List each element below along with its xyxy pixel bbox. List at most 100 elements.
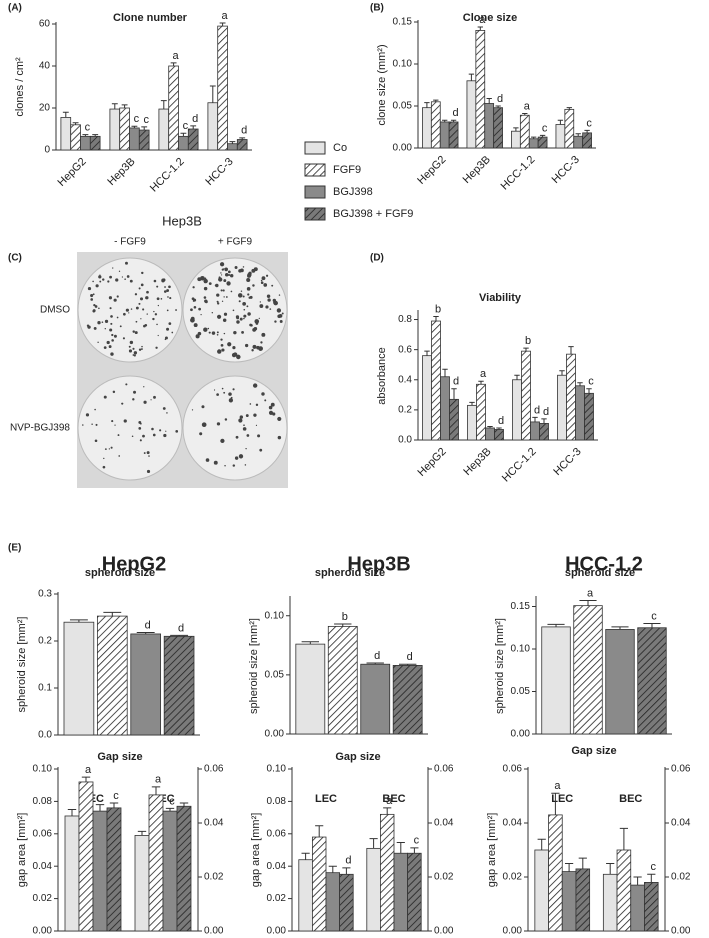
panel-label: (B) — [370, 3, 384, 14]
colony — [198, 307, 201, 311]
column-label: - FGF9 — [114, 237, 146, 248]
panel-label: (C) — [8, 253, 22, 264]
colony — [200, 275, 205, 281]
bar — [360, 663, 391, 735]
bar — [64, 815, 80, 932]
bar — [311, 836, 327, 932]
colony — [154, 313, 158, 316]
bar — [521, 350, 531, 441]
colony — [218, 276, 221, 279]
bar — [439, 121, 450, 149]
colony — [247, 312, 251, 316]
colony — [245, 414, 249, 417]
bar — [530, 421, 540, 441]
significance-label: d — [498, 415, 504, 427]
significance-label: d — [345, 855, 351, 867]
y-tick-label: 0.0 — [38, 730, 52, 741]
colony — [135, 320, 138, 323]
significance-label: d — [145, 619, 151, 631]
legend-label: Co — [333, 142, 347, 154]
colony — [143, 452, 146, 455]
colony — [190, 308, 193, 312]
colony — [245, 447, 247, 450]
error-bar — [92, 134, 99, 137]
colony — [119, 325, 122, 328]
y-tick-label: 0.2 — [38, 636, 52, 647]
error-bar — [522, 113, 528, 116]
error-bar — [451, 388, 457, 400]
bar — [561, 871, 577, 932]
y-axis-label: gap area [mm²] — [486, 813, 498, 888]
colony — [242, 301, 246, 306]
bar — [327, 625, 358, 735]
colony — [276, 308, 282, 313]
colony — [138, 302, 141, 305]
legend-swatch — [304, 207, 326, 221]
colony — [224, 465, 226, 467]
colony — [152, 317, 155, 321]
colony — [155, 346, 158, 349]
colony — [216, 331, 219, 334]
colony — [138, 287, 141, 290]
error-bar — [180, 132, 187, 137]
bar — [534, 849, 549, 932]
colony — [208, 331, 211, 334]
bar — [422, 107, 432, 149]
error-bar — [151, 786, 161, 795]
bar — [582, 132, 592, 149]
colony — [108, 345, 112, 348]
error-bar — [121, 104, 128, 108]
colony — [216, 314, 222, 319]
error-bar — [557, 119, 564, 125]
error-bar — [81, 776, 91, 782]
y-axis-label: absorbance — [376, 347, 388, 405]
y-tick-label: 0.00 — [503, 926, 523, 937]
colony — [94, 408, 96, 411]
chart-title: spheroid size — [565, 567, 635, 579]
colony — [223, 391, 226, 394]
error-bar — [170, 62, 177, 66]
colony — [128, 345, 131, 348]
colony — [132, 330, 135, 333]
significance-label: d — [241, 125, 247, 137]
error-bar — [442, 119, 448, 122]
bar — [178, 135, 189, 151]
chart-title: Gap size — [571, 745, 616, 757]
colony — [116, 316, 119, 319]
colony — [253, 327, 258, 331]
colony — [124, 278, 126, 280]
error-bar — [239, 137, 246, 140]
colony — [129, 279, 133, 283]
error-bar — [564, 863, 574, 872]
error-bar — [513, 127, 519, 132]
x-tick-label: HCC-3 — [551, 446, 583, 478]
colony — [236, 354, 241, 360]
significance-label: d — [407, 651, 413, 663]
error-bar — [328, 865, 337, 873]
colony — [168, 285, 171, 289]
colony — [130, 308, 133, 310]
error-bar — [566, 107, 572, 110]
significance-label: b — [525, 335, 531, 347]
colony — [230, 396, 233, 399]
colony — [131, 435, 134, 438]
colony — [267, 298, 271, 302]
colony — [171, 331, 174, 334]
colony — [278, 294, 281, 296]
significance-label: b — [435, 303, 441, 315]
heading: HepG2 — [102, 553, 166, 575]
bar — [70, 124, 81, 151]
colony — [239, 317, 243, 321]
colony — [106, 340, 110, 345]
colony — [216, 393, 219, 396]
colony — [145, 297, 147, 299]
colony — [213, 389, 216, 391]
error-bar — [478, 380, 484, 385]
x-tick-label: Hep3B — [461, 446, 493, 478]
y-tick-label: 0.06 — [267, 828, 287, 839]
colony — [274, 320, 277, 323]
colony — [242, 427, 247, 431]
colony — [265, 305, 269, 309]
colony — [121, 402, 124, 405]
colony — [204, 279, 207, 282]
